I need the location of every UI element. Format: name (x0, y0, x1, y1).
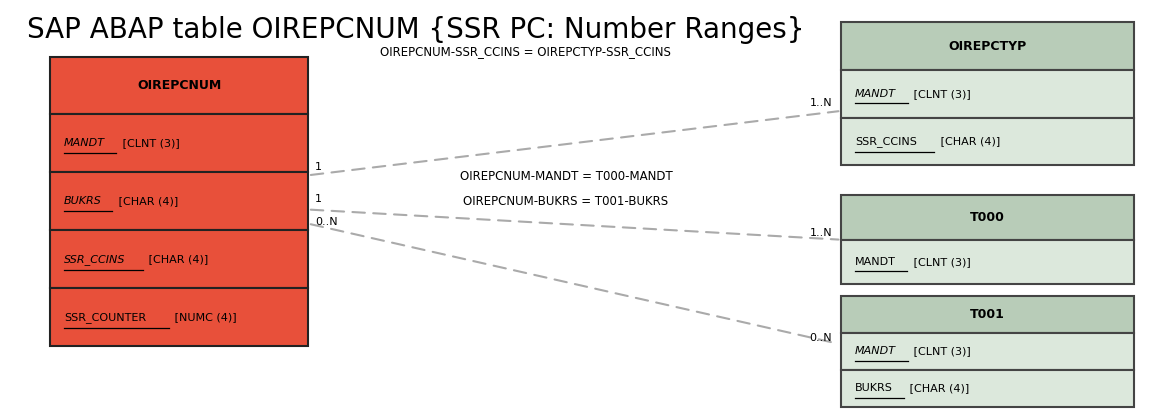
Bar (50, 115, 308, 173)
Text: SSR_COUNTER: SSR_COUNTER (64, 312, 146, 323)
Bar (841, 118, 1134, 165)
Bar (841, 22, 1134, 70)
Text: 1: 1 (315, 162, 322, 172)
Text: OIREPCTYP: OIREPCTYP (948, 39, 1027, 53)
Text: 0..N: 0..N (315, 217, 337, 227)
Text: 1..N: 1..N (810, 98, 832, 108)
Bar (841, 296, 1134, 333)
Text: BUKRS: BUKRS (64, 196, 102, 206)
Text: BUKRS: BUKRS (855, 383, 893, 393)
Text: [CLNT (3)]: [CLNT (3)] (910, 257, 970, 267)
Text: SAP ABAP table OIREPCNUM {SSR PC: Number Ranges}: SAP ABAP table OIREPCNUM {SSR PC: Number… (27, 16, 805, 44)
Text: MANDT: MANDT (855, 89, 896, 99)
Bar (841, 70, 1134, 118)
Bar (50, 173, 308, 231)
Text: OIREPCNUM-MANDT = T000-MANDT: OIREPCNUM-MANDT = T000-MANDT (460, 170, 672, 183)
Text: OIREPCNUM: OIREPCNUM (137, 79, 221, 92)
Text: [CLNT (3)]: [CLNT (3)] (910, 89, 970, 99)
Text: SSR_CCINS: SSR_CCINS (855, 136, 917, 147)
Text: [CHAR (4)]: [CHAR (4)] (906, 383, 969, 393)
Text: MANDT: MANDT (64, 139, 105, 148)
Bar (50, 231, 308, 289)
Text: OIREPCNUM-BUKRS = T001-BUKRS: OIREPCNUM-BUKRS = T001-BUKRS (463, 194, 669, 208)
Text: [CLNT (3)]: [CLNT (3)] (119, 139, 179, 148)
Text: T000: T000 (970, 211, 1005, 224)
Bar (841, 240, 1134, 284)
Text: [CHAR (4)]: [CHAR (4)] (937, 136, 1000, 146)
Text: MANDT: MANDT (855, 346, 896, 356)
Bar (841, 333, 1134, 370)
Bar (50, 289, 308, 346)
Bar (50, 57, 308, 115)
Text: MANDT: MANDT (855, 257, 896, 267)
Text: [CHAR (4)]: [CHAR (4)] (114, 196, 178, 206)
Text: OIREPCNUM-SSR_CCINS = OIREPCTYP-SSR_CCINS: OIREPCNUM-SSR_CCINS = OIREPCTYP-SSR_CCIN… (380, 46, 671, 58)
Bar (841, 196, 1134, 240)
Text: T001: T001 (970, 308, 1005, 321)
Text: 1: 1 (315, 194, 322, 204)
Text: 0..N: 0..N (810, 332, 832, 343)
Text: 1..N: 1..N (810, 228, 832, 238)
Text: [NUMC (4)]: [NUMC (4)] (171, 312, 237, 323)
Bar (841, 370, 1134, 407)
Text: [CLNT (3)]: [CLNT (3)] (910, 346, 970, 356)
Text: SSR_CCINS: SSR_CCINS (64, 254, 125, 265)
Text: [CHAR (4)]: [CHAR (4)] (144, 254, 208, 264)
